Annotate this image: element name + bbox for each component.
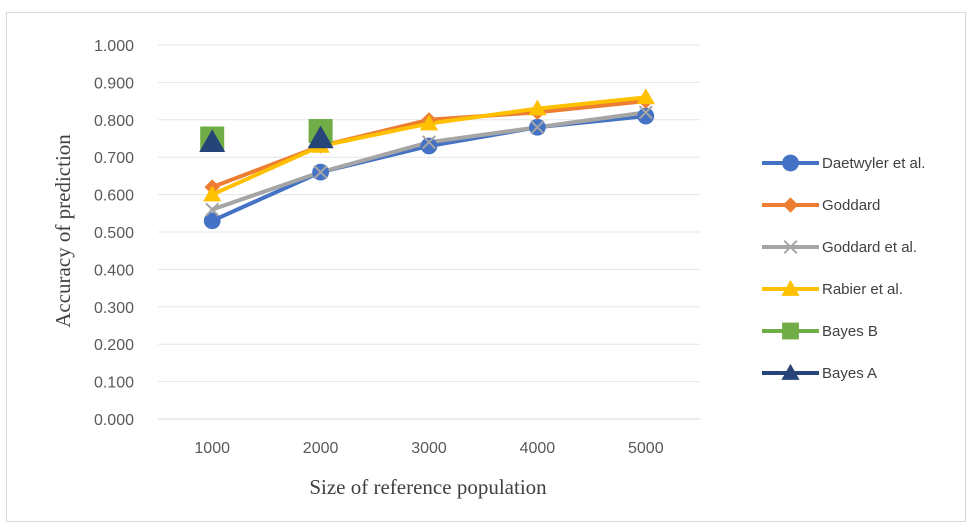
- y-axis-ticks: 0.000 0.100 0.200 0.300 0.400 0.500 0.600 0.700…: [94, 38, 134, 429]
- y-tick-label: 1.000: [94, 38, 134, 55]
- legend-label-bayes-a: Bayes A: [822, 365, 877, 382]
- data-point-rabier-et-al: [528, 99, 547, 116]
- legend: Daetwyler et al. Goddard Goddard et al. Rab…: [762, 154, 925, 382]
- data-point-rabier-et-al: [636, 88, 655, 105]
- x-tick-label: 3000: [411, 440, 447, 457]
- y-tick-label: 0.900: [94, 75, 134, 92]
- chart-area: [6, 12, 966, 522]
- legend-marker-bayes-a: [781, 363, 800, 380]
- y-tick-label: 0.800: [94, 113, 134, 130]
- y-tick-label: 0.700: [94, 150, 134, 167]
- legend-label-bayes-b: Bayes B: [822, 323, 878, 340]
- data-point-bayes-a: [307, 125, 334, 149]
- legend-label-daetwyler-et-al: Daetwyler et al.: [822, 155, 925, 172]
- y-tick-label: 0.600: [94, 188, 134, 205]
- legend-marker-daetwyler-et-al: [782, 154, 799, 172]
- legend-label-rabier-et-al: Rabier et al.: [822, 281, 903, 298]
- data-point-daetwyler-et-al: [203, 212, 221, 230]
- y-tick-label: 0.000: [94, 412, 134, 429]
- series-markers: [199, 88, 655, 230]
- legend-marker-bayes-b: [782, 322, 799, 340]
- data-point-rabier-et-al: [203, 185, 222, 202]
- legend-marker-goddard: [782, 197, 799, 213]
- data-point-goddard-et-al: [313, 165, 328, 180]
- x-tick-label: 5000: [628, 440, 664, 457]
- legend-label-goddard: Goddard: [822, 197, 880, 214]
- y-tick-label: 0.400: [94, 262, 134, 279]
- data-point-goddard-et-al: [421, 135, 437, 150]
- y-tick-label: 0.500: [94, 225, 134, 242]
- data-point-rabier-et-al: [419, 114, 439, 131]
- data-point-daetwyler-et-al: [637, 107, 655, 125]
- legend-label-goddard-et-al: Goddard et al.: [822, 239, 917, 256]
- y-axis-title: Accuracy of prediction: [51, 134, 75, 328]
- data-point-daetwyler-et-al: [420, 137, 438, 155]
- x-axis-ticks: 1000 2000 3000 4000 5000: [194, 440, 663, 457]
- data-point-bayes-a: [199, 129, 226, 152]
- x-axis-title: Size of reference population: [309, 475, 547, 499]
- series-line-daetwyler-et-al: [210, 114, 648, 223]
- data-point-goddard-et-al: [205, 202, 220, 217]
- y-tick-label: 0.100: [94, 375, 134, 392]
- legend-marker-goddard-et-al: [783, 239, 798, 255]
- y-tick-label: 0.300: [94, 300, 134, 317]
- x-tick-label: 4000: [520, 440, 556, 457]
- x-tick-label: 2000: [303, 440, 339, 457]
- x-tick-label: 1000: [194, 440, 230, 457]
- data-point-goddard-et-al: [638, 105, 653, 120]
- y-tick-label: 0.200: [94, 337, 134, 354]
- legend-marker-rabier-et-al: [781, 279, 800, 296]
- data-point-goddard-et-al: [530, 120, 545, 135]
